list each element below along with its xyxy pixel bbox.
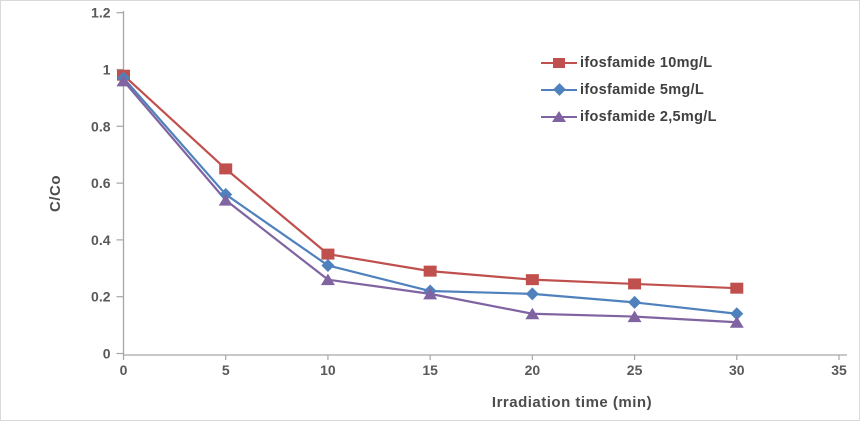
data-point-triangle <box>218 194 233 206</box>
x-tick-label: 15 <box>422 362 438 378</box>
legend-diamond-icon <box>552 83 566 96</box>
y-axis-title: C/Co <box>47 175 64 213</box>
data-point-triangle <box>525 307 540 320</box>
legend-triangle-icon <box>552 111 566 122</box>
y-tick-label: 0.8 <box>91 118 111 134</box>
x-tick-label: 0 <box>120 362 128 378</box>
data-point-triangle <box>116 74 131 87</box>
y-tick-label: 1 <box>103 62 111 78</box>
data-point-triangle <box>627 310 642 323</box>
data-point-triangle <box>423 287 438 300</box>
data-point-square <box>525 274 539 286</box>
data-point-square <box>219 163 233 175</box>
legend-swatch <box>541 107 577 126</box>
legend-item: ifosfamide 2,5mg/L <box>541 107 717 126</box>
legend-swatch <box>541 80 577 99</box>
data-point-diamond <box>730 307 744 321</box>
legend-label: ifosfamide 10mg/L <box>580 54 713 71</box>
data-point-triangle <box>729 316 744 328</box>
legend-label: ifosfamide 5mg/L <box>580 81 705 98</box>
legend-label: ifosfamide 2,5mg/L <box>580 108 717 125</box>
chart-legend: ifosfamide 10mg/L ifosfamide 5mg/L ifosfam… <box>541 53 717 126</box>
y-tick-label: 1.2 <box>91 5 111 21</box>
x-axis-title: Irradiation time (min) <box>491 394 653 411</box>
data-point-diamond <box>628 295 642 309</box>
x-tick-label: 5 <box>222 362 230 378</box>
x-tick-label: 25 <box>627 362 643 378</box>
y-tick-label: 0.4 <box>91 232 111 248</box>
legend-item: ifosfamide 5mg/L <box>541 80 717 99</box>
legend-square-icon <box>553 57 565 68</box>
y-tick-label: 0.6 <box>91 175 111 191</box>
x-tick-label: 30 <box>729 362 745 378</box>
data-point-diamond <box>321 258 335 272</box>
data-point-diamond <box>525 287 539 301</box>
data-point-square <box>321 248 335 260</box>
data-point-square <box>628 278 642 290</box>
data-point-triangle <box>320 273 335 286</box>
x-tick-label: 20 <box>525 362 541 378</box>
data-point-square <box>730 282 744 294</box>
y-tick-label: 0 <box>103 346 111 362</box>
legend-item: ifosfamide 10mg/L <box>541 53 717 72</box>
legend-swatch <box>541 53 577 72</box>
x-tick-label: 10 <box>320 362 336 378</box>
y-tick-label: 0.2 <box>91 289 111 305</box>
x-tick-label: 35 <box>831 362 847 378</box>
data-point-square <box>423 265 437 277</box>
